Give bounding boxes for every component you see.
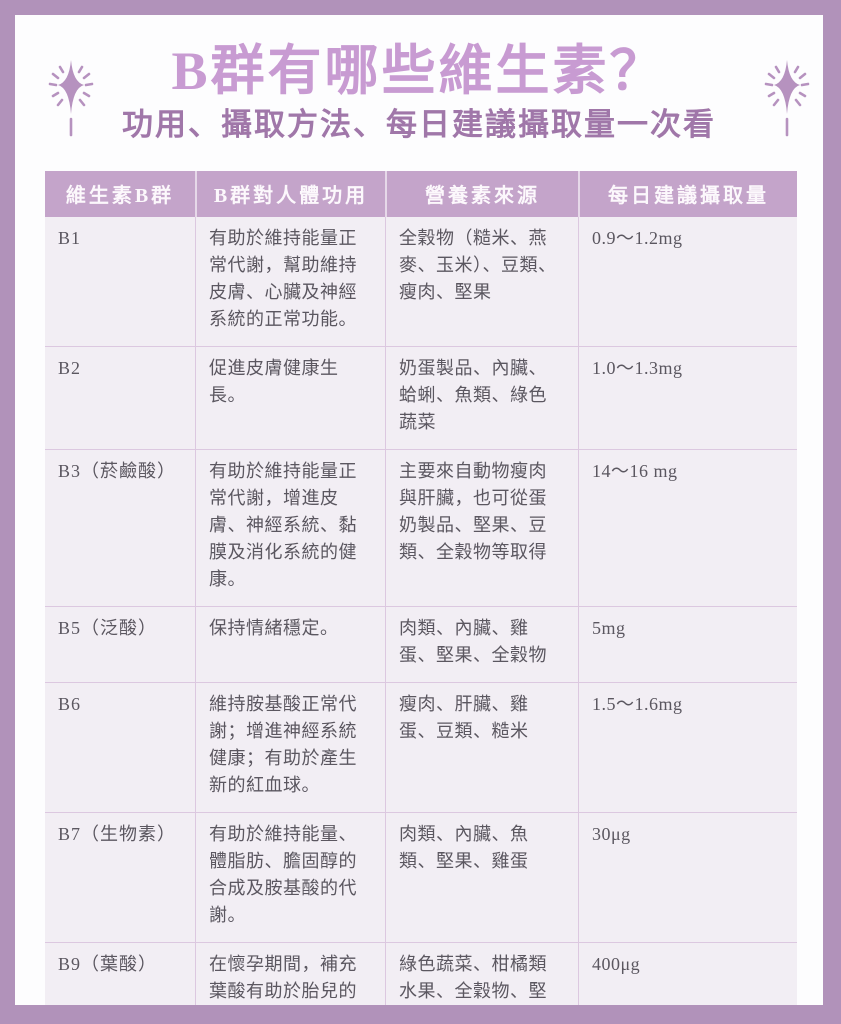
table-body: B1 有助於維持能量正常代謝，幫助維持皮膚、心臟及神經系統的正常功能。 全穀物（… (45, 217, 797, 1005)
table-row: B6 維持胺基酸正常代謝；增進神經系統健康；有助於產生新的紅血球。 瘦肉、肝臟、… (45, 682, 797, 813)
column-header-daily-intake: 每日建議攝取量 (578, 171, 797, 218)
sources-cell: 肉類、內臟、雞蛋、堅果、全穀物 (385, 607, 578, 683)
sources-cell: 綠色蔬菜、柑橘類水果、全穀物、堅果、肝臟 (385, 943, 578, 1005)
sources-cell: 全穀物（糙米、燕麥、玉米）、豆類、瘦肉、堅果 (385, 217, 578, 347)
page-subtitle: 功用、攝取方法、每日建議攝取量一次看 (122, 107, 716, 143)
column-header-sources: 營養素來源 (385, 171, 578, 218)
sources-cell: 肉類、內臟、魚類、堅果、雞蛋 (385, 813, 578, 943)
daily-intake-cell: 30μg (578, 813, 797, 943)
vitamin-name-cell: B7（生物素） (58, 824, 177, 845)
vitamin-name-cell: B5（泛酸） (58, 618, 158, 639)
sparkle-left-icon (45, 57, 97, 139)
function-cell: 有助於維持能量正常代謝，增進皮膚、神經系統、黏膜及消化系統的健康。 (195, 450, 385, 607)
table-row: B5（泛酸） 保持情緒穩定。 肉類、內臟、雞蛋、堅果、全穀物 5mg (45, 606, 797, 683)
daily-intake-cell: 0.9～1.2mg (578, 217, 797, 347)
table-row: B7（生物素） 有助於維持能量、體脂肪、膽固醇的合成及胺基酸的代謝。 肉類、內臟… (45, 812, 797, 943)
page-title: B群有哪些維生素？ (171, 41, 667, 101)
vitamin-name-cell: B9（葉酸） (58, 954, 158, 975)
daily-intake-cell: 5mg (578, 607, 797, 683)
column-header-vitamin: 維生素B群 (65, 185, 175, 208)
function-cell: 有助於維持能量、體脂肪、膽固醇的合成及胺基酸的代謝。 (195, 813, 385, 943)
table-row: B2 促進皮膚健康生長。 奶蛋製品、內臟、蛤蜊、魚類、綠色蔬菜 1.0～1.3m… (45, 346, 797, 450)
sources-cell: 主要來自動物瘦肉與肝臟，也可從蛋奶製品、堅果、豆類、全穀物等取得 (385, 450, 578, 607)
daily-intake-cell: 400μg (578, 943, 797, 1005)
table-row: B9（葉酸） 在懷孕期間，補充葉酸有助於胎兒的正常發育與生長。 綠色蔬菜、柑橘類… (45, 942, 797, 1005)
table-row: B3（菸鹼酸） 有助於維持能量正常代謝，增進皮膚、神經系統、黏膜及消化系統的健康… (45, 449, 797, 607)
column-header-function: B群對人體功用 (195, 171, 385, 218)
daily-intake-cell: 14～16 mg (578, 450, 797, 607)
sparkle-right-icon (761, 57, 813, 139)
vitamin-name-cell: B3（菸鹼酸） (58, 461, 177, 482)
function-cell: 保持情緒穩定。 (195, 607, 385, 683)
vitamin-table: 維生素B群 B群對人體功用 營養素來源 每日建議攝取量 B1 有助於維持能量正常… (45, 171, 797, 1005)
function-cell: 有助於維持能量正常代謝，幫助維持皮膚、心臟及神經系統的正常功能。 (195, 217, 385, 347)
daily-intake-cell: 1.5～1.6mg (578, 683, 797, 813)
poster-inner-panel: B群有哪些維生素？ 功用、攝取方法、每日建議攝取量一次看 維生素B群 B群對人體… (15, 15, 823, 1005)
vitamin-name-cell: B2 (58, 358, 82, 379)
daily-intake-cell: 1.0～1.3mg (578, 347, 797, 450)
function-cell: 在懷孕期間，補充葉酸有助於胎兒的正常發育與生長。 (195, 943, 385, 1005)
function-cell: 促進皮膚健康生長。 (195, 347, 385, 450)
table-row: B1 有助於維持能量正常代謝，幫助維持皮膚、心臟及神經系統的正常功能。 全穀物（… (45, 217, 797, 347)
table-header-row: 維生素B群 B群對人體功用 營養素來源 每日建議攝取量 (45, 171, 797, 218)
sources-cell: 瘦肉、肝臟、雞蛋、豆類、糙米 (385, 683, 578, 813)
sources-cell: 奶蛋製品、內臟、蛤蜊、魚類、綠色蔬菜 (385, 347, 578, 450)
vitamin-name-cell: B6 (58, 694, 82, 715)
vitamin-name-cell: B1 (58, 228, 82, 249)
function-cell: 維持胺基酸正常代謝；增進神經系統健康；有助於產生新的紅血球。 (195, 683, 385, 813)
